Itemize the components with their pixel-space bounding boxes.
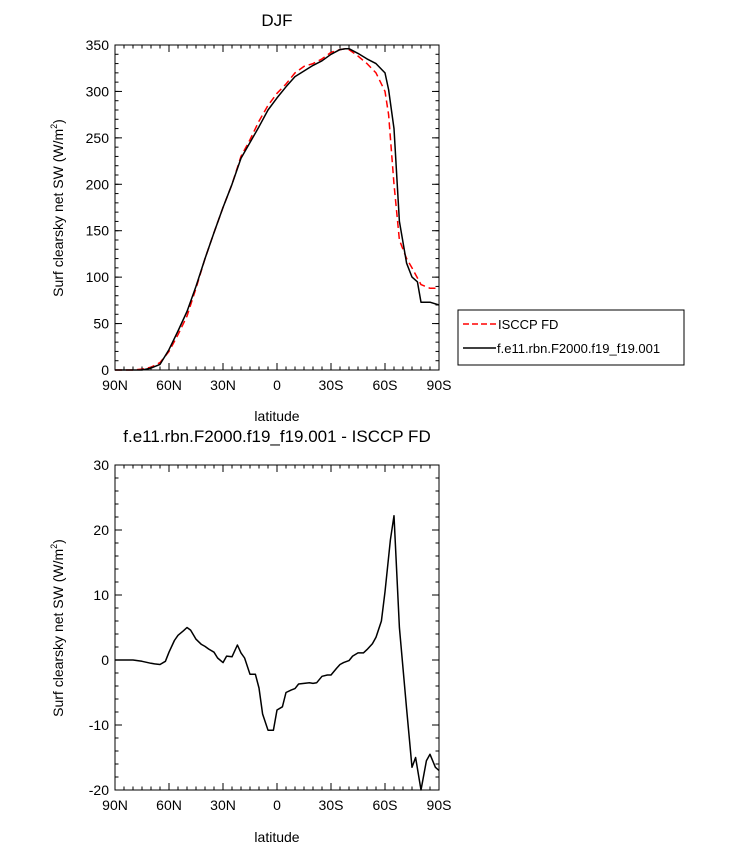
chart0-xtick-label-4: 30S: [319, 377, 344, 393]
chart0-ytick-label-6: 300: [86, 83, 110, 99]
chart0-xtick-label-3: 0: [273, 377, 281, 393]
chart0-xtick-label-6: 90S: [427, 377, 452, 393]
chart0-ytick-label-1: 50: [93, 316, 109, 332]
bottom-y-axis-label-close: ): [50, 539, 66, 544]
chart1-xtick-label-2: 30N: [210, 797, 236, 813]
chart1-xtick-label-6: 90S: [427, 797, 452, 813]
chart0-ytick-label-5: 250: [86, 130, 110, 146]
chart0-ytick-label-7: 350: [86, 37, 110, 53]
legend-label-model: f.e11.rbn.F2000.f19_f19.001: [497, 341, 660, 356]
chart1-ytick-label-3: 10: [93, 587, 109, 603]
chart1-series-0-line: [115, 514, 440, 791]
bottom-x-axis-label: latitude: [254, 829, 299, 845]
chart0-xtick-label-5: 60S: [373, 377, 398, 393]
top-y-axis-label-close: ): [50, 119, 66, 124]
chart1-ytick-label-2: 0: [101, 652, 109, 668]
chart1-xtick-label-3: 0: [273, 797, 281, 813]
chart0-ytick-label-3: 150: [86, 223, 110, 239]
top-panel: DJF 0 50 100 150 200 250 300 350 90N 60N 30N 0 30S 6…: [49, 11, 685, 424]
chart1-ytick-label-4: 20: [93, 522, 109, 538]
top-y-ticks: 0 50 100 150 200 250 300 350: [86, 37, 439, 378]
top-plot-area: [115, 47, 440, 371]
chart1-ytick-label-0: -20: [89, 782, 109, 798]
top-chart-title: DJF: [261, 11, 292, 30]
chart0-xtick-label-1: 60N: [156, 377, 182, 393]
bottom-y-axis-label-sup: 2: [49, 544, 59, 549]
bottom-y-ticks: -20 -10 0 10 20 30: [89, 457, 439, 798]
chart0-ytick-label-4: 200: [86, 176, 110, 192]
top-y-axis-label: Surf clearsky net SW (W/m2): [49, 119, 66, 297]
bottom-x-ticks: 90N 60N 30N 0 30S 60S 90S: [102, 465, 451, 813]
chart0-series-0-line: [115, 47, 439, 371]
chart0-xtick-label-0: 90N: [102, 377, 128, 393]
top-x-axis-label: latitude: [254, 408, 299, 424]
bottom-chart-title: f.e11.rbn.F2000.f19_f19.001 - ISCCP FD: [123, 427, 430, 446]
bottom-y-axis-label: Surf clearsky net SW (W/m2): [49, 539, 66, 717]
top-x-ticks: 90N 60N 30N 0 30S 60S 90S: [102, 45, 451, 393]
bottom-plot-area: [115, 514, 440, 791]
bottom-panel: f.e11.rbn.F2000.f19_f19.001 - ISCCP FD -…: [49, 427, 451, 845]
chart1-xtick-label-5: 60S: [373, 797, 398, 813]
chart0-xtick-label-2: 30N: [210, 377, 236, 393]
chart1-ytick-label-5: 30: [93, 457, 109, 473]
bottom-plot-frame: [114, 464, 440, 791]
top-y-axis-label-sup: 2: [49, 124, 59, 129]
chart0-ytick-label-2: 100: [86, 269, 110, 285]
chart1-ytick-label-1: -10: [89, 717, 109, 733]
chart1-xtick-label-0: 90N: [102, 797, 128, 813]
legend-box: [457, 309, 685, 366]
legend-label-isccp: ISCCP FD: [498, 317, 558, 332]
chart0-ytick-label-0: 0: [101, 362, 109, 378]
legend: ISCCP FD f.e11.rbn.F2000.f19_f19.001: [457, 309, 685, 366]
chart1-xtick-label-1: 60N: [156, 797, 182, 813]
chart0-series-1-line: [115, 47, 440, 371]
chart1-xtick-label-4: 30S: [319, 797, 344, 813]
